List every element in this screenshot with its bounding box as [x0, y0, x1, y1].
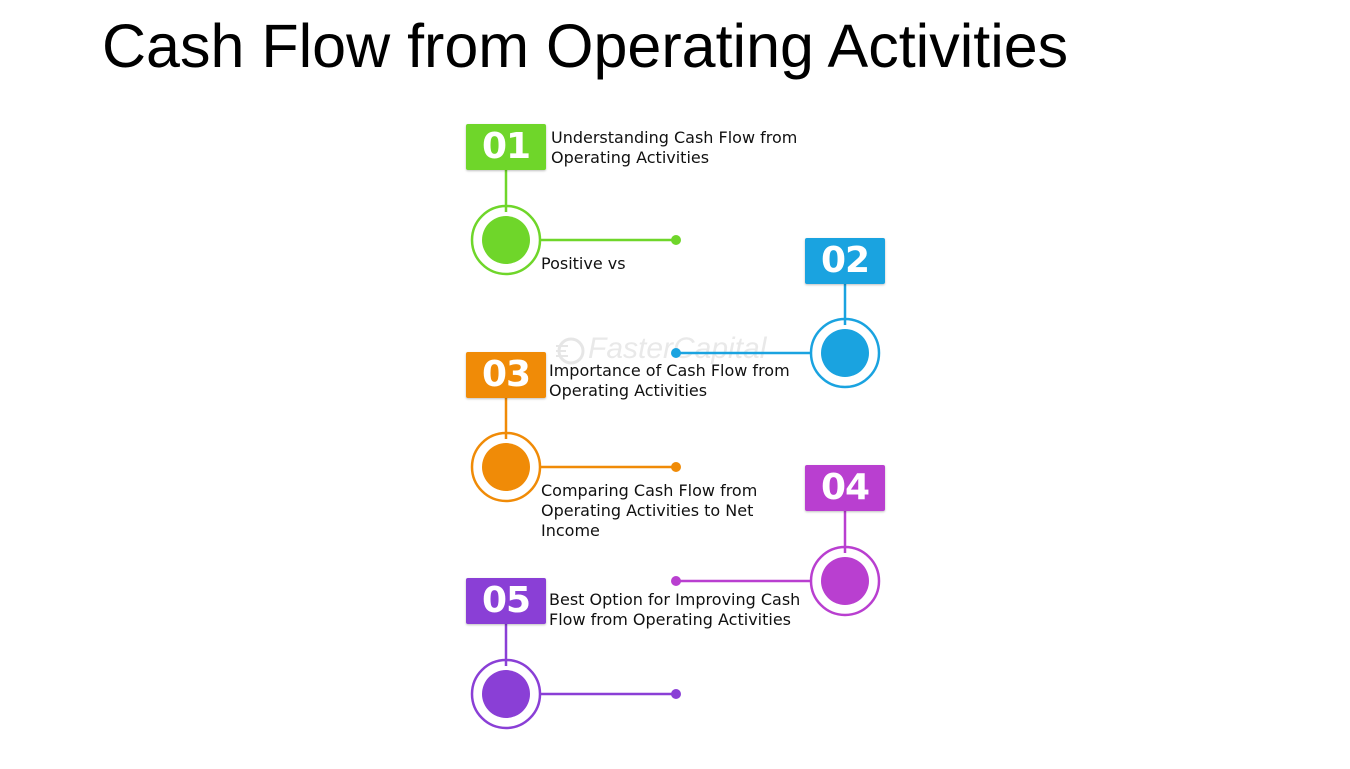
step-5-label: Best Option for Improving Cash Flow from…: [549, 590, 801, 629]
step-5-number-badge: 05: [466, 578, 546, 624]
step-4-label: Comparing Cash Flow from Operating Activ…: [541, 481, 758, 540]
step-1-connector: [470, 170, 681, 276]
step-3-label: Importance of Cash Flow from Operating A…: [549, 361, 790, 400]
step-5-connector: [470, 624, 681, 730]
step-4-connector: [671, 511, 881, 617]
step-1-label: Understanding Cash Flow from Operating A…: [551, 128, 798, 167]
step-2-label: Positive vs: [541, 254, 626, 273]
step-1-number-badge: 01: [466, 124, 546, 170]
step-4-number-badge: 04: [805, 465, 885, 511]
step-2-number-badge: 02: [805, 238, 885, 284]
watermark-logo-icon: [556, 336, 590, 366]
page-title: Cash Flow from Operating Activities: [102, 12, 1069, 80]
step-3-number-badge: 03: [466, 352, 546, 398]
step-2-connector: [671, 284, 881, 389]
step-3-connector: [470, 398, 681, 503]
